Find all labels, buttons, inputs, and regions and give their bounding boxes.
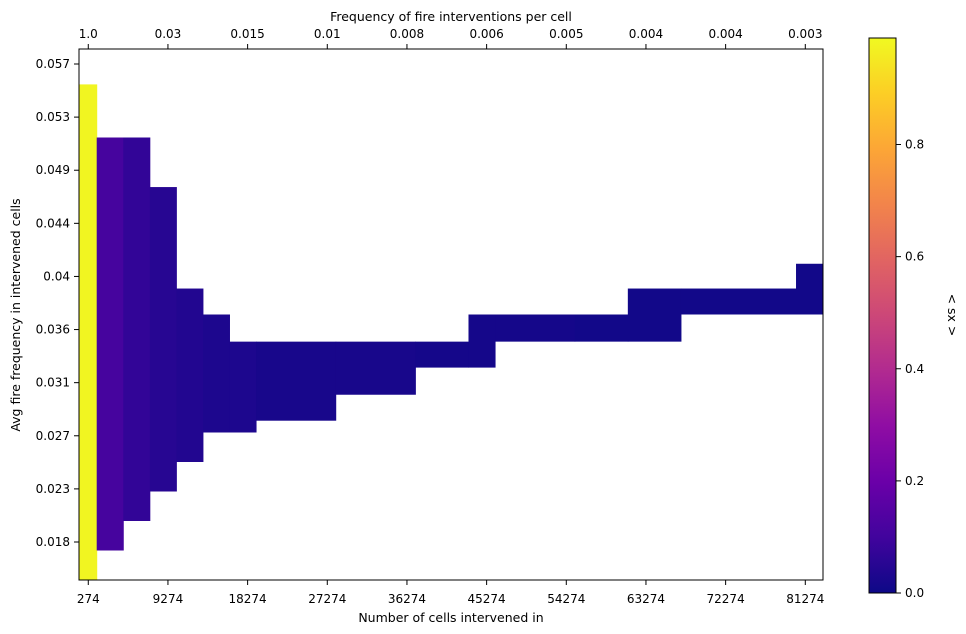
heatmap-cell [96, 137, 124, 551]
colorbar-gradient [868, 37, 897, 594]
y-tick-label: 0.023 [36, 482, 70, 496]
x-axis-title: Number of cells intervened in [358, 610, 543, 625]
heatmap-cell [256, 341, 337, 421]
heatmap-cell [627, 288, 682, 342]
x-axis: 274 9274 18274 27274 36274 45274 54274 63274 722… [77, 580, 824, 606]
heatmap-cell [468, 314, 496, 368]
plot-frame [78, 48, 824, 581]
y-tick-label: 0.049 [36, 163, 70, 177]
top-x-axis: 1.0 0.03 0.015 0.01 0.008 0.006 0.005 0.004 0.00… [79, 27, 822, 49]
x-tick-label: 274 [77, 592, 100, 606]
heatmap-cell [149, 187, 177, 492]
heatmap-cell [229, 341, 257, 433]
heatmap-cell [123, 137, 151, 521]
x-tick-label: 9274 [153, 592, 184, 606]
heatmap-cell [415, 341, 469, 368]
colorbar: 0.0 0.2 0.4 0.6 0.8 < sx > [868, 37, 960, 600]
y-tick-label: 0.044 [36, 216, 70, 230]
top-tick-label: 0.015 [230, 27, 264, 41]
x-tick-label: 27274 [308, 592, 346, 606]
heatmap-cell [574, 314, 629, 342]
top-tick-label: 0.008 [390, 27, 424, 41]
heatmap-cell [176, 288, 204, 462]
colorbar-title: < sx > [945, 294, 960, 337]
heatmap-cell [79, 84, 98, 580]
y-tick-label: 0.036 [36, 323, 70, 337]
x-tick-label: 18274 [229, 592, 267, 606]
top-tick-label: 1.0 [79, 27, 98, 41]
y-tick-label: 0.053 [36, 110, 70, 124]
colorbar-tick-label: 0.0 [905, 586, 924, 600]
y-axis-title: Avg fire frequency in intervened cells [8, 198, 23, 431]
y-tick-label: 0.018 [36, 535, 70, 549]
y-axis: 0.018 0.023 0.027 0.031 0.036 0.04 0.044 0.049 0… [36, 57, 79, 549]
x-tick-label: 63274 [627, 592, 665, 606]
top-axis-title: Frequency of fire interventions per cell [330, 9, 572, 24]
x-tick-label: 45274 [468, 592, 506, 606]
top-tick-label: 0.01 [314, 27, 341, 41]
top-tick-label: 0.004 [708, 27, 742, 41]
top-tick-label: 0.005 [549, 27, 583, 41]
y-tick-label: 0.027 [36, 429, 70, 443]
top-tick-label: 0.006 [469, 27, 503, 41]
heatmap-cell [202, 314, 230, 433]
top-tick-label: 0.03 [155, 27, 182, 41]
colorbar-tick-label: 0.6 [905, 250, 924, 264]
colorbar-tick-label: 0.4 [905, 362, 924, 376]
x-tick-label: 81274 [786, 592, 824, 606]
x-tick-label: 36274 [388, 592, 426, 606]
y-tick-label: 0.031 [36, 376, 70, 390]
heatmap-cell [796, 263, 823, 315]
x-tick-label: 54274 [547, 592, 585, 606]
heatmap-cell [335, 341, 416, 395]
heatmap-cell [495, 314, 576, 342]
heatmap-cell [680, 288, 797, 315]
y-tick-label: 0.057 [36, 57, 70, 71]
colorbar-tick-label: 0.8 [905, 138, 924, 152]
colorbar-ticks: 0.0 0.2 0.4 0.6 0.8 [896, 138, 924, 600]
y-tick-label: 0.04 [43, 269, 70, 283]
heatmap-cells [79, 84, 823, 580]
colorbar-tick-label: 0.2 [905, 474, 924, 488]
top-tick-label: 0.003 [788, 27, 822, 41]
x-tick-label: 72274 [707, 592, 745, 606]
top-tick-label: 0.004 [629, 27, 663, 41]
